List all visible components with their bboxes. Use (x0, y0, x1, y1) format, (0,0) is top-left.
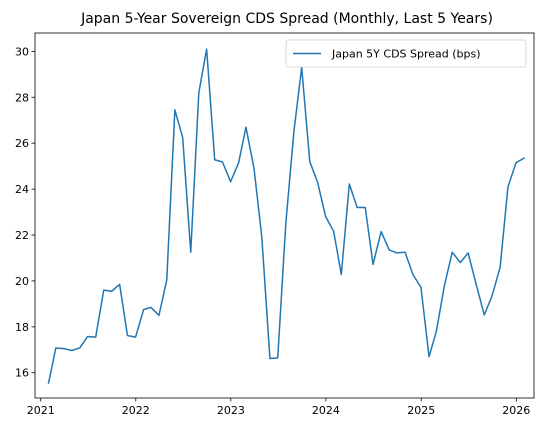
legend-label: Japan 5Y CDS Spread (bps) (331, 48, 481, 61)
chart-title: Japan 5-Year Sovereign CDS Spread (Month… (80, 11, 493, 27)
x-axis: 2021 2022 2023 2024 2025 2026 (27, 398, 530, 417)
y-tick-label: 24 (15, 183, 29, 196)
y-tick-label: 16 (15, 367, 29, 380)
x-tick-label: 2022 (122, 404, 150, 417)
series-group (47, 48, 526, 384)
y-tick-label: 30 (15, 45, 29, 58)
y-tick-label: 18 (15, 321, 29, 334)
x-tick-label: 2023 (217, 404, 245, 417)
x-tick-label: 2021 (27, 404, 55, 417)
y-tick-label: 28 (15, 91, 29, 104)
legend-box (285, 39, 527, 68)
legend: Japan 5Y CDS Spread (bps) (285, 39, 527, 68)
y-tick-label: 22 (15, 229, 29, 242)
y-axis: 16 18 20 22 24 26 28 30 (15, 45, 35, 380)
series-line (47, 48, 526, 384)
y-tick-label: 26 (15, 137, 29, 150)
x-tick-label: 2024 (312, 404, 340, 417)
x-tick-label: 2026 (502, 404, 530, 417)
x-tick-label: 2025 (407, 404, 435, 417)
plot-frame (34, 32, 535, 399)
y-tick-label: 20 (15, 275, 29, 288)
